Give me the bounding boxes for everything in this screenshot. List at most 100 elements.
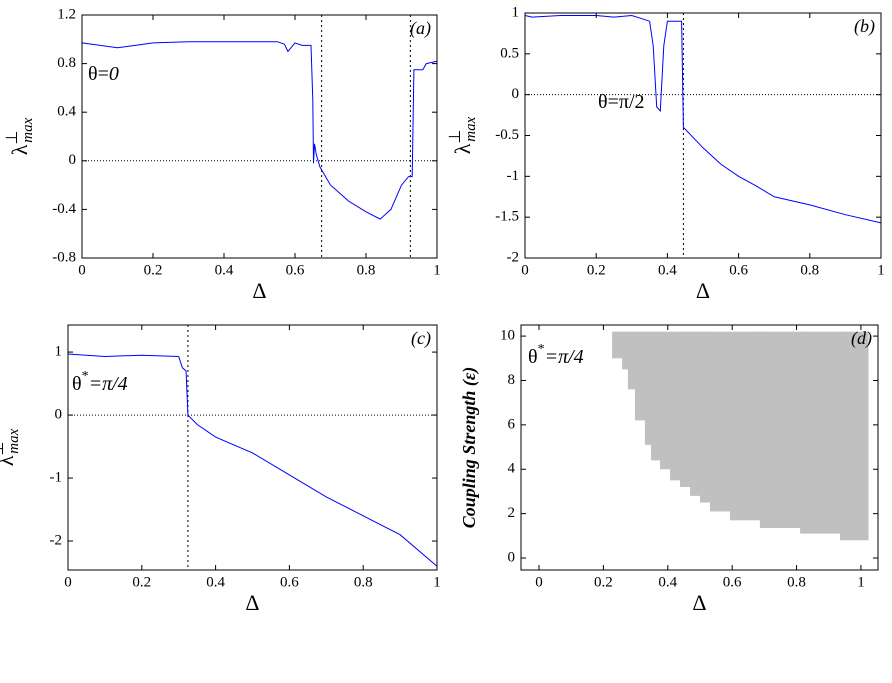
plot-frame [520, 324, 879, 571]
y-tick-label: 8 [508, 372, 516, 388]
x-tick-label: 0 [535, 574, 543, 590]
x-tick-label: 0.6 [723, 574, 742, 590]
region-bar [660, 331, 671, 470]
annotation-sup: * [538, 342, 545, 357]
x-tick-label: 0.6 [729, 262, 748, 278]
region-bar [729, 331, 761, 521]
y-tick-label: 0.8 [57, 55, 76, 71]
x-axis-label: Δ [692, 590, 706, 615]
x-tick-label: 0 [64, 574, 72, 590]
y-label-sup: ⊥ [0, 442, 7, 456]
plot-frame [67, 324, 438, 571]
region-bar [644, 331, 652, 445]
y-tick-label: 1 [512, 4, 520, 20]
y-axis-label: λ⊥max [447, 116, 480, 154]
region-bar [690, 331, 701, 496]
x-tick-label: 0.8 [357, 262, 376, 278]
panel-label: (c) [411, 328, 431, 349]
y-label-sub: max [20, 117, 36, 142]
data-line [524, 14, 882, 224]
region-bar [651, 331, 661, 461]
region-bar [634, 331, 646, 421]
panel-label: (a) [410, 18, 431, 39]
x-tick-label: 0.8 [354, 574, 373, 590]
y-tick-label: -0.8 [52, 249, 76, 265]
x-tick-label: 1 [433, 262, 441, 278]
y-tick-label: 0 [55, 407, 63, 423]
y-tick-label: 0.4 [57, 104, 76, 120]
y-tick-label: 1.2 [57, 6, 76, 22]
annotation-base: θ [528, 346, 538, 368]
x-tick-label: 0.2 [587, 262, 606, 278]
region-bar [709, 331, 731, 512]
panel-label: (d) [851, 328, 872, 349]
y-label-sup: ⊥ [447, 130, 464, 144]
x-tick-label: 0.8 [800, 262, 819, 278]
x-tick-label: 0.6 [280, 574, 299, 590]
plot-frame [81, 14, 438, 259]
x-tick-label: 0.4 [658, 574, 677, 590]
y-tick-label: 0.5 [500, 45, 519, 61]
annotation: θ=0 [88, 63, 119, 85]
y-tick-label: 10 [500, 328, 515, 344]
x-tick-label: 0.8 [787, 574, 806, 590]
x-tick-label: 0.6 [286, 262, 305, 278]
y-label-symbol: λ [450, 143, 475, 154]
region-bar [627, 331, 636, 390]
y-tick-label: -2 [507, 249, 520, 265]
x-tick-label: 0.2 [132, 574, 151, 590]
annotation-tail: =π/4 [89, 373, 128, 395]
x-axis-label: Δ [696, 278, 710, 303]
data-line [81, 41, 438, 220]
y-tick-label: 1 [55, 344, 63, 360]
region-bar [800, 331, 841, 534]
annotation: θ=π/2 [598, 91, 645, 113]
y-tick-label: -2 [50, 532, 63, 548]
x-axis-label: Δ [245, 590, 259, 615]
region-bar [622, 331, 629, 370]
x-tick-label: 0.2 [144, 262, 163, 278]
y-axis-label: Coupling Strength (ε) [459, 367, 480, 528]
region-bar [840, 331, 869, 541]
x-tick-label: 0.4 [658, 262, 677, 278]
y-tick-label: 0 [508, 549, 516, 565]
y-label-sup: ⊥ [4, 131, 21, 145]
y-tick-label: 4 [508, 461, 516, 477]
y-tick-label: -0.5 [495, 127, 519, 143]
x-tick-label: 1 [857, 574, 865, 590]
y-axis-label: λ⊥max [4, 117, 37, 155]
x-tick-label: 1 [433, 574, 441, 590]
y-label-sub: max [6, 428, 22, 453]
x-tick-label: 0 [521, 262, 529, 278]
y-tick-label: -1 [50, 469, 63, 485]
region-bar [680, 331, 691, 488]
annotation-base: θ=π/2 [598, 91, 645, 113]
plot-frame [524, 12, 882, 259]
data-line [67, 353, 438, 567]
annotation-base: θ [72, 373, 82, 395]
y-tick-label: -0.4 [52, 201, 76, 217]
y-label-symbol: λ [7, 144, 32, 155]
y-axis-label: λ⊥max [0, 428, 22, 466]
x-tick-label: 0.4 [215, 262, 234, 278]
y-tick-label: 0 [512, 86, 520, 102]
x-tick-label: 0.2 [594, 574, 613, 590]
y-tick-label: -1 [507, 168, 520, 184]
y-tick-label: 6 [508, 416, 516, 432]
annotation-base: θ= [88, 63, 109, 85]
annotation-sup: * [82, 369, 89, 384]
y-tick-label: 2 [508, 505, 516, 521]
annotation: θ*=π/4 [528, 342, 584, 367]
y-label-symbol: λ [0, 455, 18, 466]
region-bar [612, 331, 623, 359]
annotation-tail: 0 [109, 63, 119, 85]
region-bar [759, 331, 801, 529]
x-axis-label: Δ [252, 278, 266, 303]
panel-label: (b) [854, 16, 875, 37]
x-tick-label: 1 [877, 262, 885, 278]
annotation-tail: =π/4 [545, 346, 584, 368]
y-tick-label: -1.5 [495, 209, 519, 225]
region-bar [699, 331, 711, 503]
region-bar [670, 331, 681, 481]
